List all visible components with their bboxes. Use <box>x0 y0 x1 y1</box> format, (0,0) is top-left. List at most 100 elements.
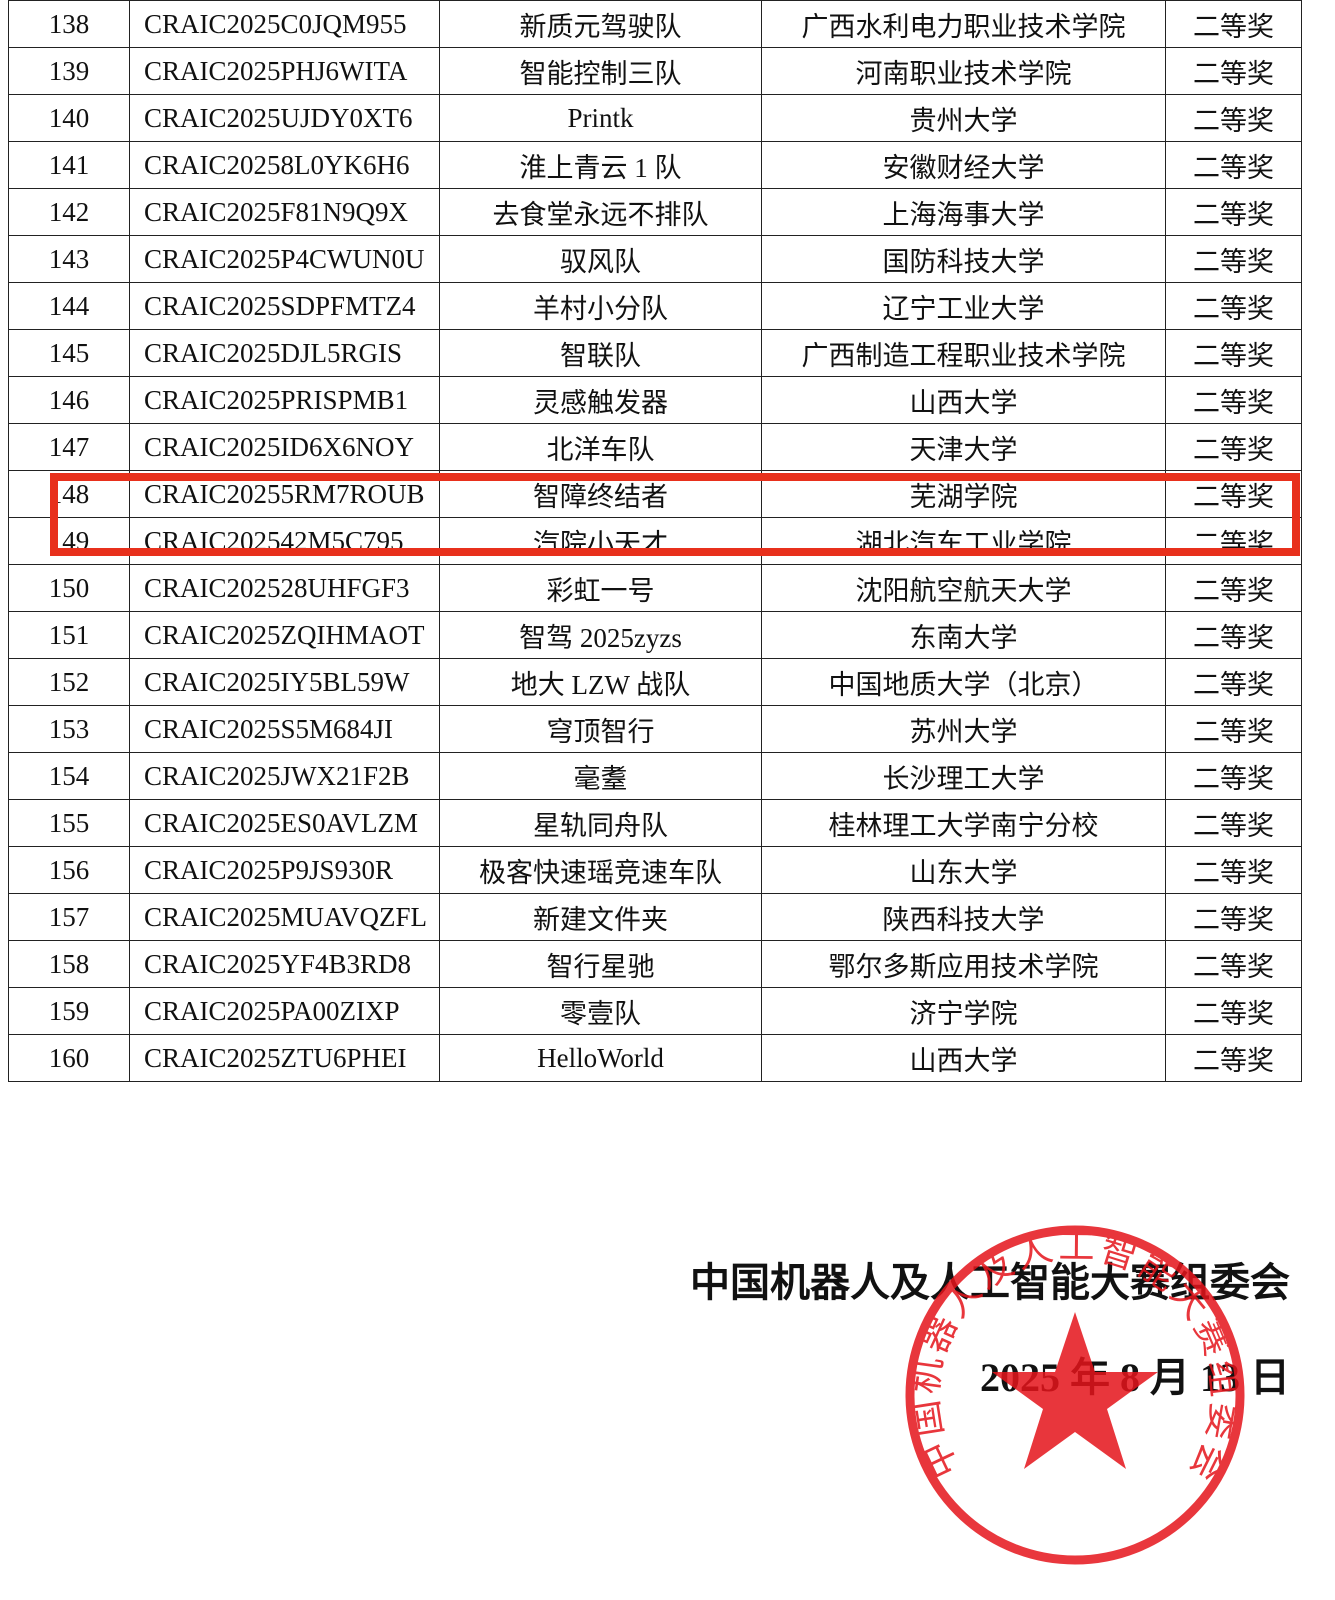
team-id: CRAIC2025PRISPMB1 <box>129 376 440 424</box>
award: 二等奖 <box>1165 376 1302 424</box>
school: 辽宁工业大学 <box>761 282 1166 330</box>
team-name: 穹顶智行 <box>439 705 762 753</box>
award: 二等奖 <box>1165 705 1302 753</box>
team-name: 驭风队 <box>439 235 762 283</box>
row-number: 157 <box>8 893 130 941</box>
school: 长沙理工大学 <box>761 752 1166 800</box>
table-row: 154 CRAIC2025JWX21F2B 毫耋 长沙理工大学 二等奖 <box>8 752 1302 800</box>
school: 陕西科技大学 <box>761 893 1166 941</box>
school: 山西大学 <box>761 1034 1166 1082</box>
table-row: 155 CRAIC2025ES0AVLZM 星轨同舟队 桂林理工大学南宁分校 二等奖 <box>8 799 1302 847</box>
team-name: 羊村小分队 <box>439 282 762 330</box>
award: 二等奖 <box>1165 423 1302 471</box>
organizer: 中国机器人及人工智能大赛组委会 <box>690 1260 1290 1305</box>
row-number: 155 <box>8 799 130 847</box>
school: 山西大学 <box>761 376 1166 424</box>
award: 二等奖 <box>1165 282 1302 330</box>
school: 桂林理工大学南宁分校 <box>761 799 1166 847</box>
table-row: 146 CRAIC2025PRISPMB1 灵感触发器 山西大学 二等奖 <box>8 376 1302 424</box>
row-number: 141 <box>8 141 130 189</box>
table-row: 140 CRAIC2025UJDY0XT6 Printk 贵州大学 二等奖 <box>8 94 1302 142</box>
team-id: CRAIC2025MUAVQZFL <box>129 893 440 941</box>
row-number: 147 <box>8 423 130 471</box>
table-row: 147 CRAIC2025ID6X6NOY 北洋车队 天津大学 二等奖 <box>8 423 1302 471</box>
team-id: CRAIC2025YF4B3RD8 <box>129 940 440 988</box>
team-id: CRAIC2025PHJ6WITA <box>129 47 440 95</box>
school: 河南职业技术学院 <box>761 47 1166 95</box>
award: 二等奖 <box>1165 0 1302 48</box>
team-name: 彩虹一号 <box>439 564 762 612</box>
table-row: 150 CRAIC202528UHFGF3 彩虹一号 沈阳航空航天大学 二等奖 <box>8 564 1302 612</box>
award: 二等奖 <box>1165 1034 1302 1082</box>
team-id: CRAIC2025IY5BL59W <box>129 658 440 706</box>
team-name: 北洋车队 <box>439 423 762 471</box>
award: 二等奖 <box>1165 94 1302 142</box>
team-name: 新质元驾驶队 <box>439 0 762 48</box>
team-name: 新建文件夹 <box>439 893 762 941</box>
award: 二等奖 <box>1165 987 1302 1035</box>
row-number: 139 <box>8 47 130 95</box>
school: 东南大学 <box>761 611 1166 659</box>
team-name: Printk <box>439 94 762 142</box>
school: 广西制造工程职业技术学院 <box>761 329 1166 377</box>
row-number: 143 <box>8 235 130 283</box>
table-row: 144 CRAIC2025SDPFMTZ4 羊村小分队 辽宁工业大学 二等奖 <box>8 282 1302 330</box>
award: 二等奖 <box>1165 141 1302 189</box>
team-name: 淮上青云 1 队 <box>439 141 762 189</box>
school: 中国地质大学（北京） <box>761 658 1166 706</box>
school: 贵州大学 <box>761 94 1166 142</box>
row-number: 158 <box>8 940 130 988</box>
date: 2025 年 8 月 13 日 <box>980 1355 1290 1400</box>
team-id: CRAIC2025P4CWUN0U <box>129 235 440 283</box>
table-row: 157 CRAIC2025MUAVQZFL 新建文件夹 陕西科技大学 二等奖 <box>8 893 1302 941</box>
award: 二等奖 <box>1165 235 1302 283</box>
team-name: 智能控制三队 <box>439 47 762 95</box>
table-row: 142 CRAIC2025F81N9Q9X 去食堂永远不排队 上海海事大学 二等奖 <box>8 188 1302 236</box>
team-id: CRAIC2025DJL5RGIS <box>129 329 440 377</box>
school: 上海海事大学 <box>761 188 1166 236</box>
school: 国防科技大学 <box>761 235 1166 283</box>
table-row: 143 CRAIC2025P4CWUN0U 驭风队 国防科技大学 二等奖 <box>8 235 1302 283</box>
school: 天津大学 <box>761 423 1166 471</box>
award: 二等奖 <box>1165 611 1302 659</box>
award: 二等奖 <box>1165 564 1302 612</box>
team-id: CRAIC2025F81N9Q9X <box>129 188 440 236</box>
table-row: 158 CRAIC2025YF4B3RD8 智行星驰 鄂尔多斯应用技术学院 二等奖 <box>8 940 1302 988</box>
row-number: 140 <box>8 94 130 142</box>
row-number: 159 <box>8 987 130 1035</box>
award: 二等奖 <box>1165 329 1302 377</box>
school: 济宁学院 <box>761 987 1166 1035</box>
row-number: 146 <box>8 376 130 424</box>
school: 沈阳航空航天大学 <box>761 564 1166 612</box>
row-number: 138 <box>8 0 130 48</box>
row-number: 144 <box>8 282 130 330</box>
award: 二等奖 <box>1165 752 1302 800</box>
team-id: CRAIC2025P9JS930R <box>129 846 440 894</box>
award: 二等奖 <box>1165 940 1302 988</box>
table-row: 145 CRAIC2025DJL5RGIS 智联队 广西制造工程职业技术学院 二等奖 <box>8 329 1302 377</box>
table-row: 159 CRAIC2025PA00ZIXP 零壹队 济宁学院 二等奖 <box>8 987 1302 1035</box>
row-number: 151 <box>8 611 130 659</box>
row-number: 145 <box>8 329 130 377</box>
row-number: 154 <box>8 752 130 800</box>
award: 二等奖 <box>1165 893 1302 941</box>
team-name: 极客快速瑶竞速车队 <box>439 846 762 894</box>
table-row: 160 CRAIC2025ZTU6PHEI HelloWorld 山西大学 二等奖 <box>8 1034 1302 1082</box>
row-number: 142 <box>8 188 130 236</box>
table-row: 141 CRAIC20258L0YK6H6 淮上青云 1 队安徽财经大学 二等奖 <box>8 141 1302 189</box>
team-id: CRAIC2025C0JQM955 <box>129 0 440 48</box>
school: 安徽财经大学 <box>761 141 1166 189</box>
team-name: 灵感触发器 <box>439 376 762 424</box>
team-id: CRAIC2025ZQIHMAOT <box>129 611 440 659</box>
row-number: 150 <box>8 564 130 612</box>
row-number: 152 <box>8 658 130 706</box>
award: 二等奖 <box>1165 47 1302 95</box>
team-name: 智驾 2025zyzs <box>439 611 762 659</box>
table-row: 139 CRAIC2025PHJ6WITA 智能控制三队 河南职业技术学院 二等奖 <box>8 47 1302 95</box>
highlight-box <box>50 473 1300 556</box>
team-name: 星轨同舟队 <box>439 799 762 847</box>
row-number: 156 <box>8 846 130 894</box>
team-id: CRAIC2025JWX21F2B <box>129 752 440 800</box>
team-id: CRAIC2025ZTU6PHEI <box>129 1034 440 1082</box>
